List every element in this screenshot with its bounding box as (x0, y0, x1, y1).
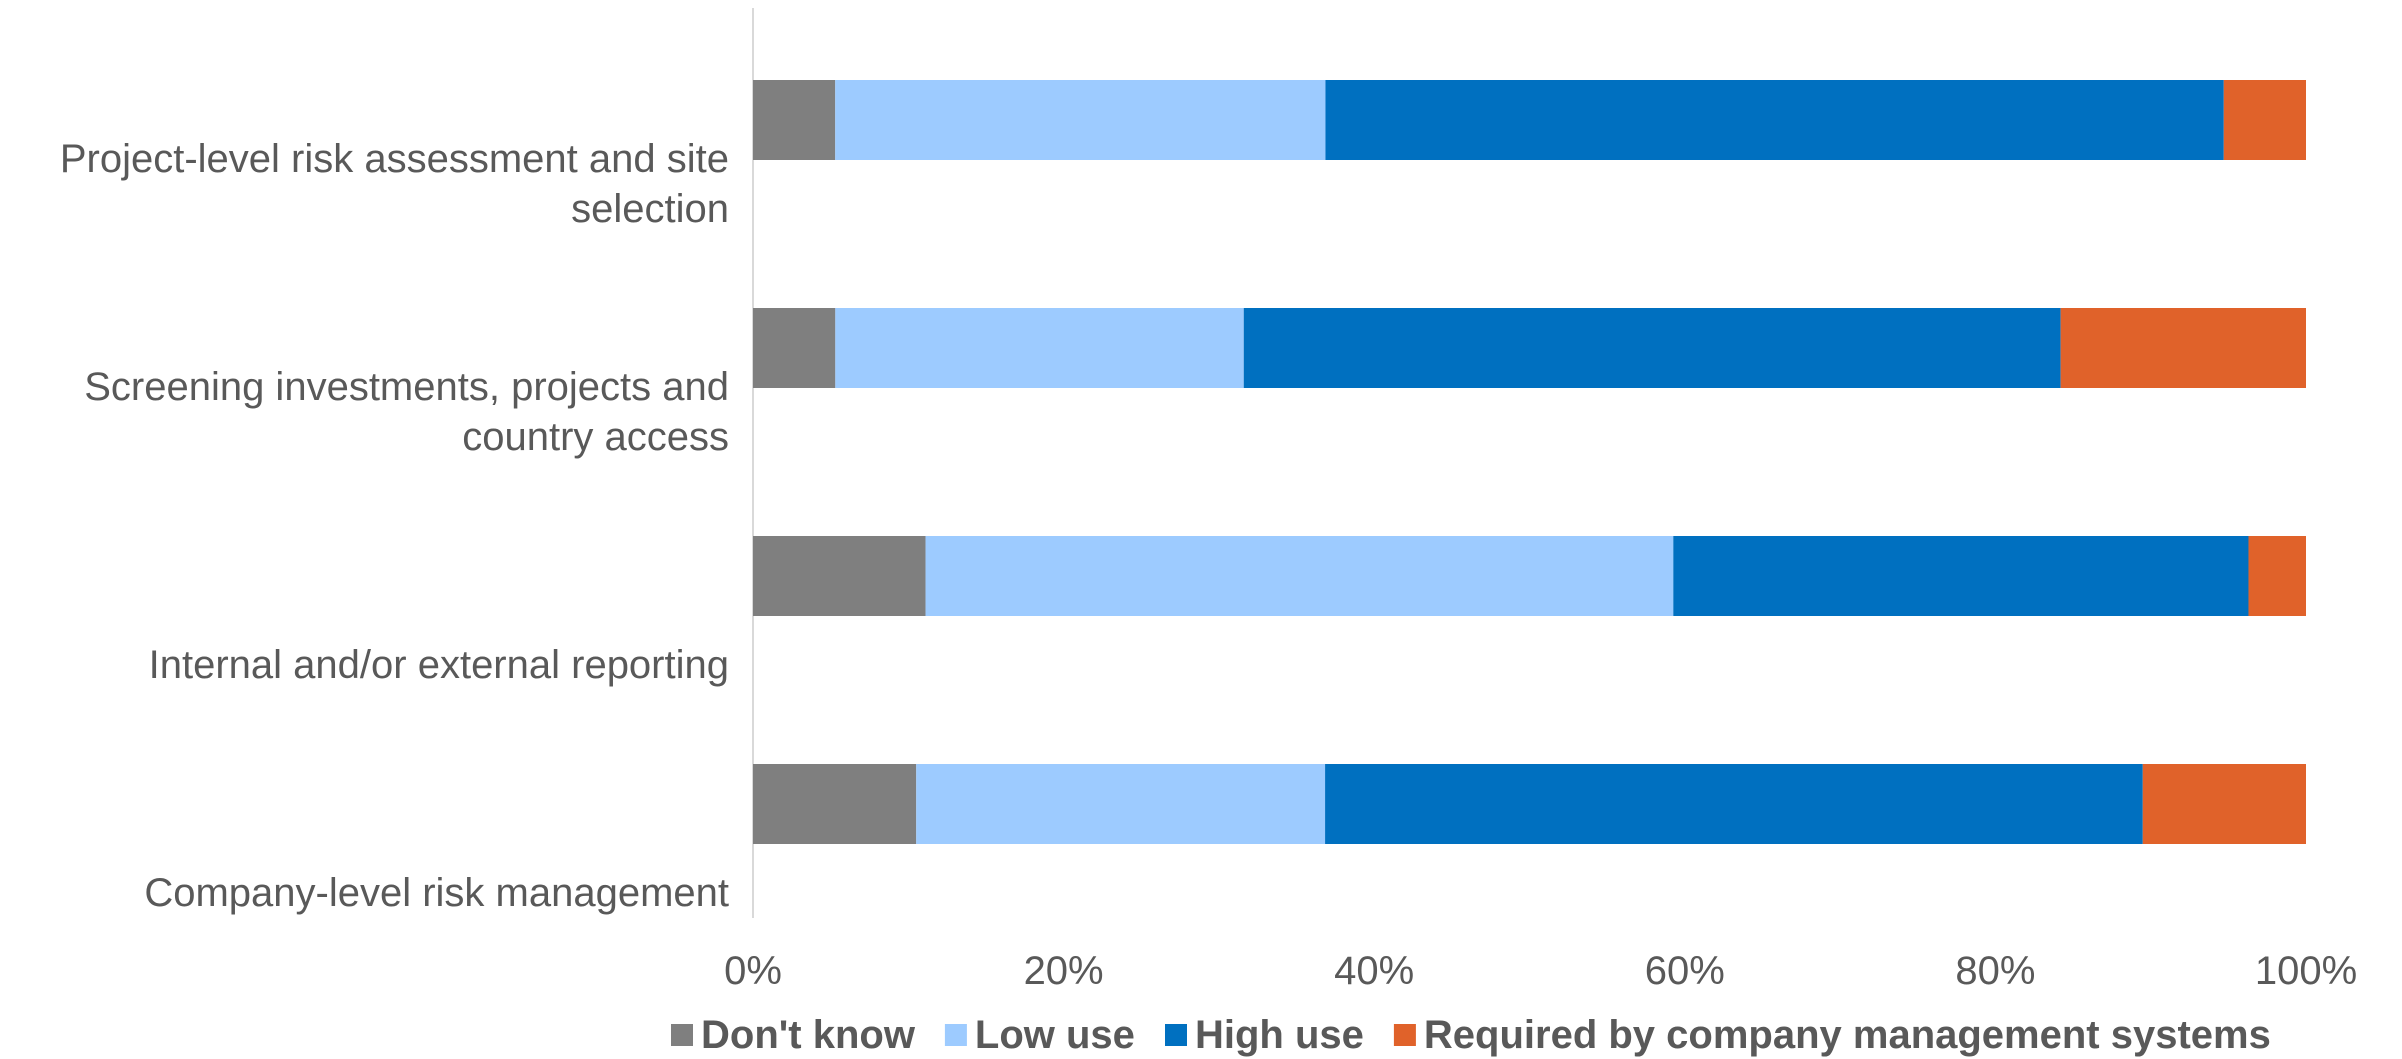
legend: Don't know Low use High use Required by com… (671, 1013, 2271, 1057)
bar-segment-3-3 (1673, 536, 2249, 616)
legend-label-3: High use (1195, 1013, 1364, 1057)
legend-swatch-1 (671, 1024, 693, 1046)
bar-segment-1-1 (753, 80, 836, 160)
bars-group (753, 80, 2306, 844)
bar-segment-4-1 (753, 764, 917, 844)
x-tick-label-1: 0% (724, 949, 782, 993)
legend-label-1: Don't know (701, 1013, 916, 1057)
legend-swatch-4 (1393, 1024, 1416, 1046)
bar-segment-2-3 (1243, 308, 2061, 388)
bar-segment-3-4 (2248, 536, 2306, 616)
bar-segment-2-2 (835, 308, 1244, 388)
bar-segment-2-4 (2060, 308, 2306, 388)
legend-item-1: Don't know (671, 1013, 916, 1057)
bar-segment-4-2 (916, 764, 1326, 844)
x-tick-label-5: 80% (1955, 949, 2035, 993)
x-tick-label-6: 100% (2255, 949, 2357, 993)
bar-segment-1-2 (835, 80, 1326, 160)
category-label-1-line-1: Project-level risk assessment and site (60, 137, 729, 181)
legend-swatch-2 (944, 1024, 967, 1046)
category-labels: Project-level risk assessment and site se… (60, 137, 729, 915)
bar-segment-2-1 (753, 308, 836, 388)
legend-label-2: Low use (975, 1013, 1135, 1057)
x-tick-label-2: 20% (1024, 949, 1104, 993)
category-label-2-line-1: Screening investments, projects and (84, 365, 729, 409)
bar-segment-4-3 (1325, 764, 2143, 844)
legend-swatch-3 (1165, 1024, 1187, 1046)
category-label-4: Company-level risk management (144, 871, 729, 915)
x-tick-label-3: 40% (1334, 949, 1414, 993)
category-label-2-line-2: country access (462, 415, 729, 459)
bar-segment-3-2 (925, 536, 1674, 616)
legend-item-2: Low use (944, 1013, 1135, 1057)
category-label-1-line-2: selection (571, 187, 729, 231)
x-axis-ticks: 0% 20% 40% 60% 80% 100% (724, 949, 2357, 993)
bar-segment-1-3 (1325, 80, 2224, 160)
category-label-3: Internal and/or external reporting (149, 643, 729, 687)
legend-item-4: Required by company management systems (1393, 1013, 2271, 1057)
bar-segment-4-4 (2142, 764, 2306, 844)
bar-segment-1-4 (2223, 80, 2306, 160)
legend-label-4: Required by company management systems (1424, 1013, 2271, 1057)
x-tick-label-4: 60% (1645, 949, 1725, 993)
bar-segment-3-1 (753, 536, 926, 616)
legend-item-3: High use (1165, 1013, 1364, 1057)
